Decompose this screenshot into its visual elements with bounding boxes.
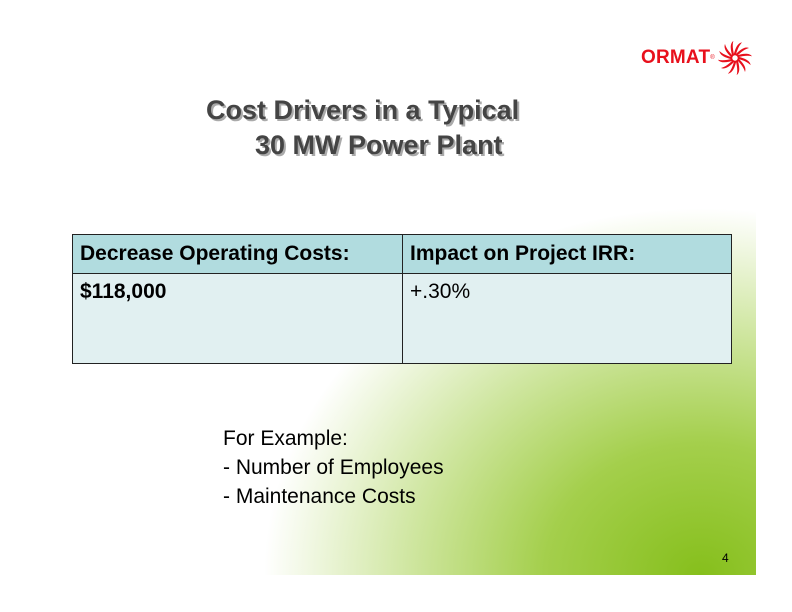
examples-list: For Example: - Number of Employees - Mai…: [223, 424, 444, 511]
cell-irr-value: +.30%: [402, 273, 732, 364]
ormat-swirl-icon: [717, 41, 752, 75]
page-number: 4: [722, 551, 729, 565]
title-line-1: Cost Drivers in a Typical: [206, 95, 520, 125]
logo-text: ORMAT: [641, 47, 711, 68]
table-header-row: Decrease Operating Costs: Impact on Proj…: [72, 234, 732, 274]
ormat-logo: ORMAT ®: [641, 40, 752, 76]
list-item: - Number of Employees: [223, 456, 444, 479]
cell-cost-value: $118,000: [72, 273, 403, 364]
table-row: $118,000 +.30%: [72, 273, 732, 364]
header-impact-on-irr: Impact on Project IRR:: [402, 234, 732, 274]
examples-heading: For Example:: [223, 427, 348, 450]
slide-title: Cost Drivers in a Typical 30 MW Power Pl…: [140, 93, 640, 163]
cost-table: Decrease Operating Costs: Impact on Proj…: [72, 234, 732, 364]
title-line-2: 30 MW Power Plant: [255, 130, 503, 160]
list-item: - Maintenance Costs: [223, 485, 416, 508]
header-decrease-operating-costs: Decrease Operating Costs:: [72, 234, 403, 274]
logo-registered-mark: ®: [710, 55, 715, 61]
